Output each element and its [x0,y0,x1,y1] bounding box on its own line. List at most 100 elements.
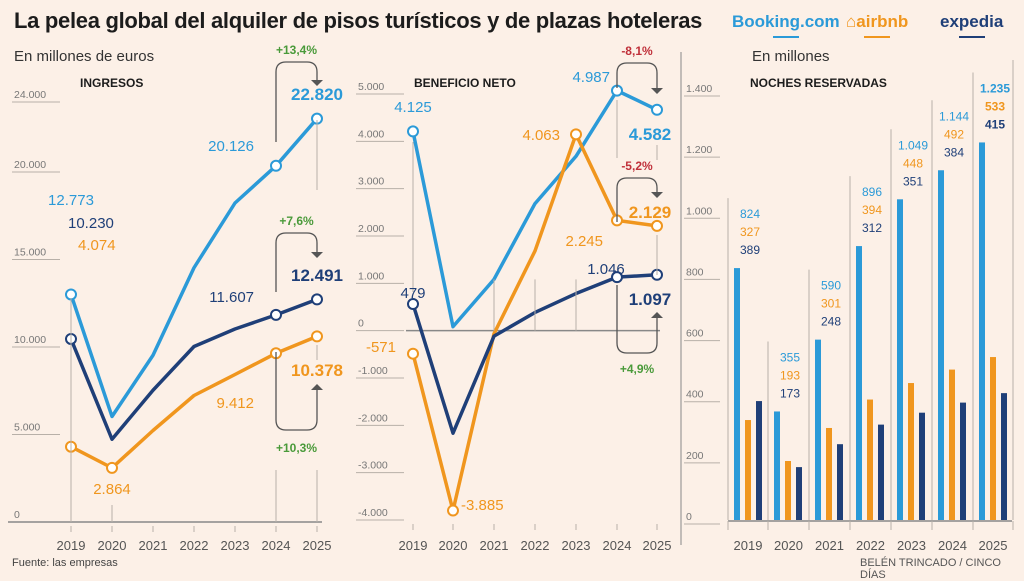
y-tick-label: -4.000 [358,507,388,519]
airbnb-logo: ⌂airbnb [846,12,909,38]
bar-value-label: 1.144 [939,109,969,123]
data-label: 11.607 [209,289,254,306]
y-tick-label: 5.000 [358,81,384,93]
bar-expedia-2023 [919,412,925,520]
y-tick-label: 1.000 [358,270,384,282]
bar-bookingcom-2023 [897,199,903,520]
x-tick-label: 2022 [856,538,885,553]
data-label: 4.125 [394,99,432,116]
bar-value-label: 327 [740,225,760,239]
y-tick-label: 400 [686,389,704,401]
bar-value-label: 824 [740,207,760,221]
bar-value-label: 389 [740,243,760,257]
airbnb-legend-bar [864,36,891,38]
bar-expedia-2019 [756,401,762,520]
bar-airbnb-2021 [826,427,832,520]
line-chart-1: -4.000 -3.000 -2.000 -1.000 0 1.000 2.000 3.000… [356,44,682,553]
subtitle-millones: En millones [752,48,830,65]
y-tick-label: 0 [358,318,364,330]
data-label: 10.378 [291,361,343,380]
booking-legend-bar [772,36,799,38]
y-tick-label: 0 [14,509,20,521]
y-tick-label: 3.000 [358,176,384,188]
x-tick-label: 2024 [938,538,967,553]
y-tick-label: 20.000 [14,159,46,171]
expedia-logo: expedia [940,12,1004,38]
arrow-head-icon [651,88,663,94]
source-note: Fuente: las empresas [12,557,118,569]
x-tick-label: 2020 [439,538,468,553]
expedia-logo-text: expedia [940,12,1004,31]
x-tick-label: 2021 [815,538,844,553]
bar-airbnb-2025 [990,357,996,520]
y-tick-label: 2.000 [358,223,384,235]
y-tick-label: 600 [686,328,704,340]
bar-expedia-2024 [960,402,966,520]
data-point-marker [651,219,663,232]
arrow-head-icon [311,384,323,390]
change-label: +4,9% [620,362,655,376]
x-tick-label: 2023 [562,538,591,553]
x-tick-label: 2024 [262,538,291,553]
x-tick-label: 2023 [897,538,926,553]
bar-value-label: 1.049 [898,138,928,152]
x-tick-label: 2021 [480,538,509,553]
bar-bookingcom-2025 [979,142,985,520]
bar-bookingcom-2020 [774,411,780,520]
change-label: +7,6% [279,214,314,228]
bar-airbnb-2022 [867,399,873,520]
data-label: 9.412 [216,395,254,412]
data-point-marker [65,288,77,301]
bar-expedia-2025 [1001,393,1007,520]
bar-value-label: 384 [944,145,964,159]
data-point-marker [311,293,323,306]
bar-value-label: 301 [821,297,841,311]
bar-value-label: 448 [903,156,923,170]
booking-logo-text: Booking.com [732,12,840,31]
bar-value-label: 896 [862,185,882,199]
x-tick-label: 2023 [221,538,250,553]
data-point-marker [570,128,582,141]
data-label: 4.074 [78,237,116,254]
bar-value-label: 355 [780,350,800,364]
y-tick-label: 10.000 [14,334,46,346]
bar-airbnb-2023 [908,383,914,520]
data-label: 2.864 [93,481,131,498]
chart-title: NOCHES RESERVADAS [750,76,887,90]
data-label: 22.820 [291,85,343,104]
bar-value-label: 415 [985,117,1005,131]
y-tick-label: 15.000 [14,247,46,259]
arrow-head-icon [311,252,323,258]
y-tick-label: 0 [686,511,692,523]
booking-logo: Booking.com [732,12,840,38]
change-arrow [275,352,318,431]
airbnb-icon: ⌂ [846,12,857,31]
subtitle-euros: En millones de euros [14,48,155,65]
data-point-marker [407,347,419,360]
data-point-marker [407,125,419,138]
x-tick-label: 2025 [979,538,1008,553]
data-label: 4.987 [572,69,610,86]
bar-expedia-2020 [796,467,802,520]
data-label: -3.885 [461,497,504,514]
bar-value-label: 312 [862,221,882,235]
x-tick-label: 2022 [521,538,550,553]
x-tick-label: 2021 [139,538,168,553]
chart-title: BENEFICIO NETO [414,76,516,90]
y-tick-label: 800 [686,266,704,278]
x-tick-label: 2020 [98,538,127,553]
bar-value-label: 394 [862,203,882,217]
airbnb-logo-text: airbnb [856,12,909,31]
y-tick-label: 1.400 [686,83,712,95]
x-tick-label: 2022 [180,538,209,553]
y-tick-label: -2.000 [358,412,388,424]
data-label: 10.230 [68,215,114,232]
x-tick-label: 2019 [734,538,763,553]
data-point-marker [311,330,323,343]
data-point-marker [270,308,282,321]
expedia-legend-bar [958,36,985,38]
x-tick-label: 2025 [303,538,332,553]
data-point-marker [106,461,118,474]
data-point-marker [407,297,419,310]
x-tick-label: 2025 [643,538,672,553]
